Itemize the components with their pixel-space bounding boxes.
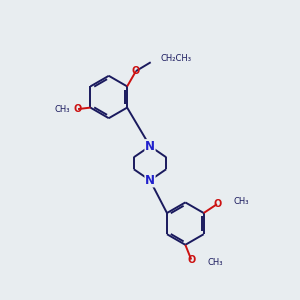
Text: N: N xyxy=(145,140,155,153)
Text: CH₃: CH₃ xyxy=(55,105,70,114)
Text: CH₃: CH₃ xyxy=(233,197,249,206)
Text: CH₂CH₃: CH₂CH₃ xyxy=(160,54,191,63)
Text: O: O xyxy=(213,199,222,208)
Text: O: O xyxy=(132,66,140,76)
Text: O: O xyxy=(74,104,82,114)
Text: N: N xyxy=(145,174,155,187)
Text: CH₃: CH₃ xyxy=(207,258,223,267)
Text: O: O xyxy=(188,255,196,265)
